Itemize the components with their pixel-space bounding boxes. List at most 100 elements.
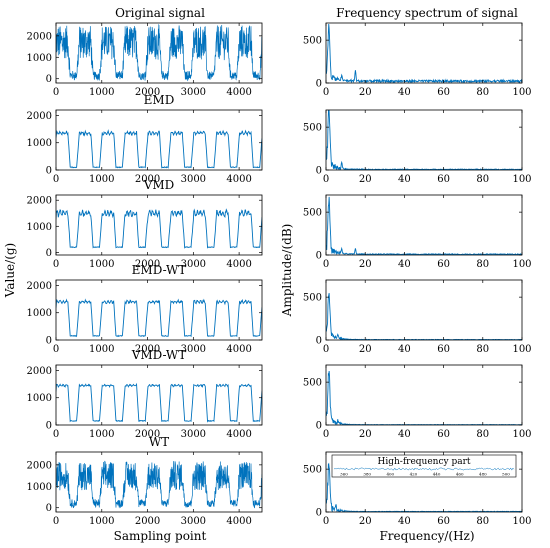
inset-tick-label: 400 [386,472,394,477]
series-line [56,129,262,169]
x-tick-label: 2000 [135,516,160,527]
y-tick-label: 0 [46,503,52,514]
x-tick-label: 0 [323,344,329,355]
x-tick-label: 4000 [226,429,251,440]
series-line [326,293,522,340]
y-tick-label: 1000 [27,393,52,404]
series-line [56,23,262,82]
x-tick-label: 0 [323,429,329,440]
x-tick-label: 40 [398,174,411,185]
x-tick-label: 40 [398,516,411,527]
x-tick-label: 60 [437,429,450,440]
y-tick-label: 2000 [27,31,52,42]
series-line [56,298,262,338]
x-tick-label: 80 [476,87,489,98]
x-tick-label: 2000 [135,429,160,440]
axes-frame [325,109,523,171]
x-tick-label: 0 [53,516,59,527]
chart-panel-r3: 0 20 40 60 80 100 0 500 [303,279,532,355]
x-tick-label: 4000 [226,516,251,527]
x-tick-label: 80 [476,516,489,527]
x-tick-label: 100 [512,174,531,185]
inset-frame [331,454,517,478]
y-tick-label: 500 [303,465,322,476]
inset-tick-label: 420 [410,472,418,477]
x-tick-label: 4000 [226,87,251,98]
axes-frame [325,451,523,513]
high-frequency-inset: High-frequency part 360 380 400 420 440 460 480… [331,454,517,478]
axes-frame [325,194,523,256]
panel-title: WT [149,435,169,449]
y-tick-label: 1000 [27,482,52,493]
x-tick-label: 100 [512,429,531,440]
x-tick-label: 4000 [226,174,251,185]
series-line [326,23,522,83]
x-tick-label: 3000 [181,429,206,440]
y-tick-label: 0 [46,336,52,347]
y-tick-label: 2000 [27,281,52,292]
x-tick-label: 60 [437,344,450,355]
y-tick-label: 500 [303,293,322,304]
panel-title: VMD-WT [131,348,187,362]
y-tick-label: 2000 [27,196,52,207]
x-tick-label: 0 [323,174,329,185]
right-column-title: Frequency spectrum of signal [336,6,518,20]
chart-panel-l5: 0 1000 2000 3000 4000 0 1000 2000 WT [27,435,263,527]
chart-panel-l2: 0 1000 2000 3000 4000 0 1000 2000 VMD [27,178,263,270]
inset-tick-label: 500 [502,472,510,477]
x-tick-label: 2000 [135,174,160,185]
series-line [56,460,262,509]
x-tick-label: 1000 [89,429,114,440]
axes-frame [55,194,263,256]
x-tick-label: 100 [512,516,531,527]
x-tick-label: 3000 [181,259,206,270]
x-tick-label: 2000 [135,344,160,355]
x-tick-label: 4000 [226,344,251,355]
x-tick-label: 0 [323,87,329,98]
chart-panel-l4: 0 1000 2000 3000 4000 0 1000 2000 VMD-WT [27,348,263,440]
x-tick-label: 100 [512,259,531,270]
axes-frame [55,364,263,426]
x-tick-label: 0 [53,174,59,185]
x-tick-label: 1000 [89,87,114,98]
inset-title: High-frequency part [378,457,471,467]
x-tick-label: 40 [398,259,411,270]
y-tick-label: 0 [316,251,322,262]
axes-frame [325,364,523,426]
y-tick-label: 1000 [27,53,52,64]
y-tick-label: 0 [46,248,52,259]
y-tick-label: 2000 [27,460,52,471]
x-tick-label: 20 [359,259,372,270]
x-tick-label: 60 [437,174,450,185]
chart-panel-r0: 0 20 40 60 80 100 0 500 [303,22,532,98]
y-tick-label: 1000 [27,222,52,233]
x-tick-label: 4000 [226,259,251,270]
axes-frame [55,279,263,341]
y-tick-label: 0 [46,166,52,177]
left-column-title: Original signal [115,6,205,20]
series-line [326,110,522,170]
y-tick-label: 0 [46,74,52,85]
panel-title: VMD [143,178,175,192]
y-tick-label: 0 [316,336,322,347]
y-tick-label: 2000 [27,366,52,377]
inset-tick-label: 380 [363,472,371,477]
x-tick-label: 80 [476,344,489,355]
chart-panel-r1: 0 20 40 60 80 100 0 500 [303,109,532,185]
x-tick-label: 40 [398,87,411,98]
x-tick-label: 60 [437,87,450,98]
x-tick-label: 100 [512,87,531,98]
x-tick-label: 2000 [135,87,160,98]
y-tick-label: 1000 [27,308,52,319]
y-tick-label: 0 [316,421,322,432]
y-tick-label: 1000 [27,138,52,149]
y-tick-label: 0 [46,421,52,432]
x-tick-label: 60 [437,516,450,527]
x-tick-label: 40 [398,344,411,355]
x-tick-label: 1000 [89,516,114,527]
chart-panel-l0: 0 1000 2000 3000 4000 0 1000 2000 [27,22,263,98]
x-tick-label: 0 [323,516,329,527]
series-line [326,371,522,425]
